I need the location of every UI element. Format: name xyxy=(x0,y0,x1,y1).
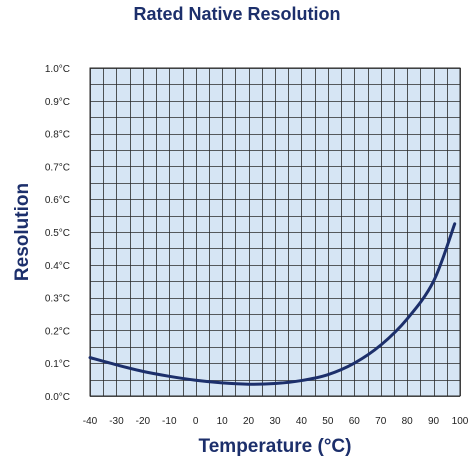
grid-lines xyxy=(90,68,461,397)
y-tick-label: 0.4°C xyxy=(45,261,70,272)
y-tick-label: 0.7°C xyxy=(45,162,70,173)
y-tick-label: 1.0°C xyxy=(45,64,70,75)
x-tick-label: -40 xyxy=(83,416,98,427)
x-tick-label: 20 xyxy=(243,416,255,427)
x-tick-label: 50 xyxy=(322,416,334,427)
y-tick-label: 0.9°C xyxy=(45,97,70,108)
tick-labels: -40 -30 -20 -10 0 10 20 30 40 50 60 70 80 90 100 0.0°C 0… xyxy=(45,64,469,427)
x-tick-label: 30 xyxy=(269,416,281,427)
x-tick-label: 100 xyxy=(452,416,469,427)
x-axis-label: Temperature (°C) xyxy=(198,436,352,457)
x-tick-label: 40 xyxy=(296,416,308,427)
x-tick-label: 0 xyxy=(193,416,199,427)
y-tick-label: 0.5°C xyxy=(45,228,70,239)
x-tick-label: -10 xyxy=(162,416,177,427)
y-tick-label: 0.0°C xyxy=(45,392,70,403)
x-tick-label: -30 xyxy=(109,416,124,427)
y-tick-label: 0.3°C xyxy=(45,294,70,305)
x-tick-label: 70 xyxy=(375,416,387,427)
x-tick-label: 90 xyxy=(428,416,440,427)
x-tick-label: -20 xyxy=(136,416,151,427)
x-tick-label: 10 xyxy=(217,416,229,427)
y-tick-label: 0.6°C xyxy=(45,195,70,206)
series-line xyxy=(88,222,457,386)
y-tick-label: 0.1°C xyxy=(45,359,70,370)
y-axis-label: Resolution xyxy=(12,182,33,282)
x-tick-label: 80 xyxy=(402,416,414,427)
y-tick-label: 0.8°C xyxy=(45,130,70,141)
plot-background xyxy=(89,67,461,397)
x-tick-label: 60 xyxy=(349,416,361,427)
y-tick-label: 0.2°C xyxy=(45,326,70,337)
chart-title: Rated Native Resolution xyxy=(133,4,341,24)
